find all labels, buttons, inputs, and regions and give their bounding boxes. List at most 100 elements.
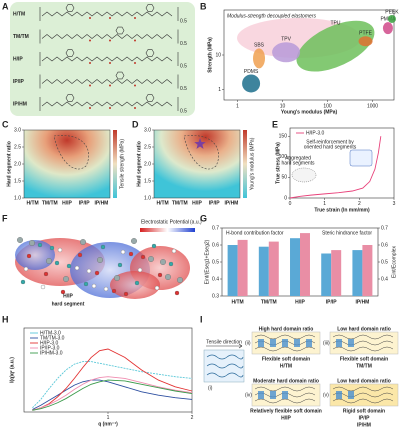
ring: [145, 94, 155, 102]
molecule-chain: [41, 34, 173, 39]
molecule-chain: [41, 79, 173, 84]
colorbar-unit: (a.u.): [190, 219, 202, 225]
hard-domain: [270, 339, 276, 347]
atom: [131, 238, 137, 244]
material-region: [382, 22, 393, 35]
y-tick-label: 100: [279, 154, 288, 160]
colorbar-title: Electrostatic Potential: [141, 219, 189, 225]
bracket: [39, 97, 179, 111]
y-axis-label: I(q)q² (a.u.): [9, 357, 15, 383]
repeat-index: 0.5: [180, 18, 187, 24]
repeat-index: 0.5: [180, 86, 187, 92]
legend-label: H/TM-3.0: [40, 330, 61, 336]
atom: [54, 260, 60, 266]
annotation: Steric hindrance factor: [322, 230, 372, 236]
atom: [140, 254, 146, 260]
x-tick-label: H/IP: [295, 299, 305, 305]
y2-tick-label: 0.4: [381, 276, 388, 282]
material-region: [253, 48, 266, 69]
atom: [80, 239, 86, 245]
hetero-atom: [134, 62, 136, 64]
atom: [111, 288, 117, 294]
annotation: H-bond contribution factor: [226, 230, 284, 236]
x-tick-label: IP/HM: [224, 200, 238, 206]
bar: [290, 238, 300, 296]
atom: [134, 280, 140, 286]
atom: [94, 270, 100, 276]
box-name: TM/TM: [356, 363, 372, 369]
hetero-atom: [109, 62, 111, 64]
hetero-atom: [109, 17, 111, 19]
hetero-atom: [134, 39, 136, 42]
hard-domain: [258, 339, 264, 347]
atom: [29, 240, 35, 246]
molecule-chain: [41, 11, 173, 17]
hard-domain: [270, 391, 276, 399]
box-name: IP/IP: [359, 415, 371, 421]
box-caption: Flexible soft domain: [340, 356, 388, 362]
box-caption: Flexible soft domain: [262, 356, 310, 362]
x-tick-label: IP/HM: [355, 299, 369, 305]
x-tick-label: H/IP: [192, 200, 202, 206]
x-tick-label: 3: [393, 201, 396, 207]
x-tick-label: IP/IP: [326, 299, 338, 305]
heatmap: [153, 129, 241, 199]
box-title: High hard domain ratio: [259, 326, 314, 332]
region-label: TPV: [281, 37, 291, 43]
series-line: [32, 376, 193, 411]
hard-domain: [348, 391, 354, 399]
ring: [145, 4, 155, 12]
x-tick-label: IP/IP: [79, 200, 91, 206]
atom: [37, 242, 43, 248]
hetero-atom: [134, 84, 136, 87]
chain: [206, 363, 244, 369]
numeral: (i): [208, 385, 213, 391]
x-axis-label: q (nm⁻¹): [98, 421, 118, 427]
chain: [254, 334, 316, 340]
panel-label: D: [132, 119, 139, 129]
hetero-atom: [109, 39, 111, 42]
legend-label: IP/HM-3.0: [40, 350, 63, 356]
atom: [20, 279, 26, 285]
annotation: hard segments: [281, 160, 315, 166]
hetero-atom: [109, 84, 111, 87]
atom: [171, 248, 177, 254]
x-tick-label: 1: [107, 415, 110, 421]
atom: [123, 291, 129, 297]
repeat-index: 0.5: [180, 63, 187, 69]
y2-tick-label: 0.5: [381, 259, 388, 265]
annotation: Aggregated: [285, 155, 311, 161]
box-title: Moderate hard domain ratio: [253, 378, 319, 384]
y-axis-label: Eint/(Eseg1+Eseg2): [204, 239, 210, 284]
atom: [120, 249, 126, 255]
hetero-atom: [89, 84, 91, 87]
colorbar-label: Young's modulus (MPa): [249, 137, 255, 190]
chain: [332, 398, 394, 404]
row-label: IP/HM: [13, 101, 27, 107]
inset: [291, 167, 317, 183]
row-label: IP/IP: [13, 79, 25, 85]
y-axis-label: Hard segment ratio: [6, 141, 12, 187]
molecule-chain: [41, 56, 173, 62]
star: [194, 138, 206, 149]
legend-label: TM/TM-3.0: [40, 335, 65, 341]
molecule-subtitle: hard segment: [52, 301, 85, 307]
y-tick-label: 1.5: [144, 178, 151, 184]
bar: [237, 239, 248, 296]
y-tick-label: 1.0: [144, 195, 151, 201]
hard-domain: [282, 391, 288, 399]
atom: [148, 256, 154, 262]
annotation: Tensile direction: [206, 339, 242, 345]
series-line: [32, 361, 193, 409]
chain: [206, 372, 244, 378]
atom: [77, 252, 83, 258]
y-tick-label: 0.5: [212, 259, 219, 265]
colorbar-label: Tensile strength (MPa): [119, 139, 125, 189]
x-tick-label: 1: [323, 201, 326, 207]
atom: [17, 237, 23, 243]
y-tick-label: 0.4: [212, 276, 219, 282]
atom: [151, 243, 157, 249]
y2-tick-label: 0.7: [381, 225, 388, 231]
contour: [183, 135, 219, 170]
